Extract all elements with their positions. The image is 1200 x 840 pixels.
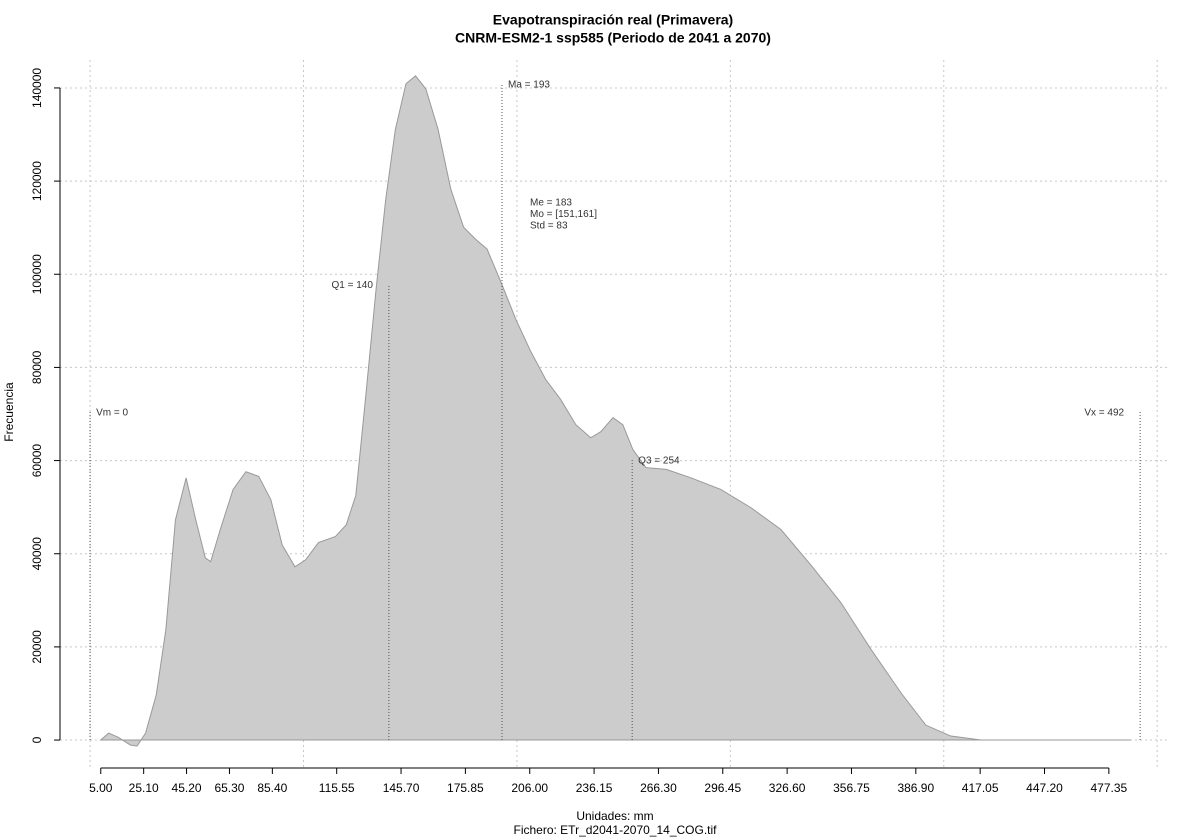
x-tick-label: 145.70 xyxy=(383,781,420,795)
x-tick-label: 25.10 xyxy=(129,781,159,795)
x-tick-label: 175.85 xyxy=(447,781,484,795)
x-tick-label: 477.35 xyxy=(1091,781,1128,795)
x-axis-label: Unidades: mm xyxy=(576,809,653,823)
y-tick-label: 60000 xyxy=(30,444,44,478)
x-tick-label: 296.45 xyxy=(704,781,741,795)
x-tick-label: 356.75 xyxy=(833,781,870,795)
x-tick-label: 447.20 xyxy=(1026,781,1063,795)
x-tick-label: 65.30 xyxy=(214,781,244,795)
x-tick-label: 386.90 xyxy=(897,781,934,795)
y-tick-label: 40000 xyxy=(30,537,44,571)
marker-label: Ma = 193 xyxy=(508,79,550,90)
stat-label: Std = 83 xyxy=(530,221,568,232)
x-tick-label: 206.00 xyxy=(511,781,548,795)
y-tick-label: 100000 xyxy=(30,254,44,294)
y-tick-label: 120000 xyxy=(30,161,44,201)
x-tick-label: 85.40 xyxy=(257,781,287,795)
density-area xyxy=(99,75,1131,747)
x-tick-label: 417.05 xyxy=(962,781,999,795)
x-tick-label: 5.00 xyxy=(89,781,113,795)
chart-subtitle: CNRM-ESM2-1 ssp585 (Periodo de 2041 a 20… xyxy=(455,30,771,46)
y-axis-label: Frecuencia xyxy=(2,382,16,442)
x-tick-label: 115.55 xyxy=(319,781,355,795)
marker-label: Vx = 492 xyxy=(1084,407,1124,418)
x-tick-label: 326.60 xyxy=(769,781,806,795)
x-tick-label: 266.30 xyxy=(640,781,677,795)
chart-title: Evapotranspiración real (Primavera) xyxy=(493,12,733,28)
marker-label: Q1 = 140 xyxy=(331,280,373,291)
y-tick-label: 0 xyxy=(30,736,44,743)
stat-label: Mo = [151,161] xyxy=(530,209,597,220)
x-tick-label: 45.20 xyxy=(172,781,202,795)
y-tick-label: 20000 xyxy=(30,630,44,664)
y-tick-label: 140000 xyxy=(30,68,44,108)
x-tick-label: 236.15 xyxy=(576,781,613,795)
marker-label: Q3 = 254 xyxy=(638,455,680,466)
stat-label: Me = 183 xyxy=(530,198,572,209)
caption: Fichero: ETr_d2041-2070_14_COG.tif xyxy=(514,823,718,837)
marker-label: Vm = 0 xyxy=(96,407,128,418)
y-tick-label: 80000 xyxy=(30,350,44,384)
